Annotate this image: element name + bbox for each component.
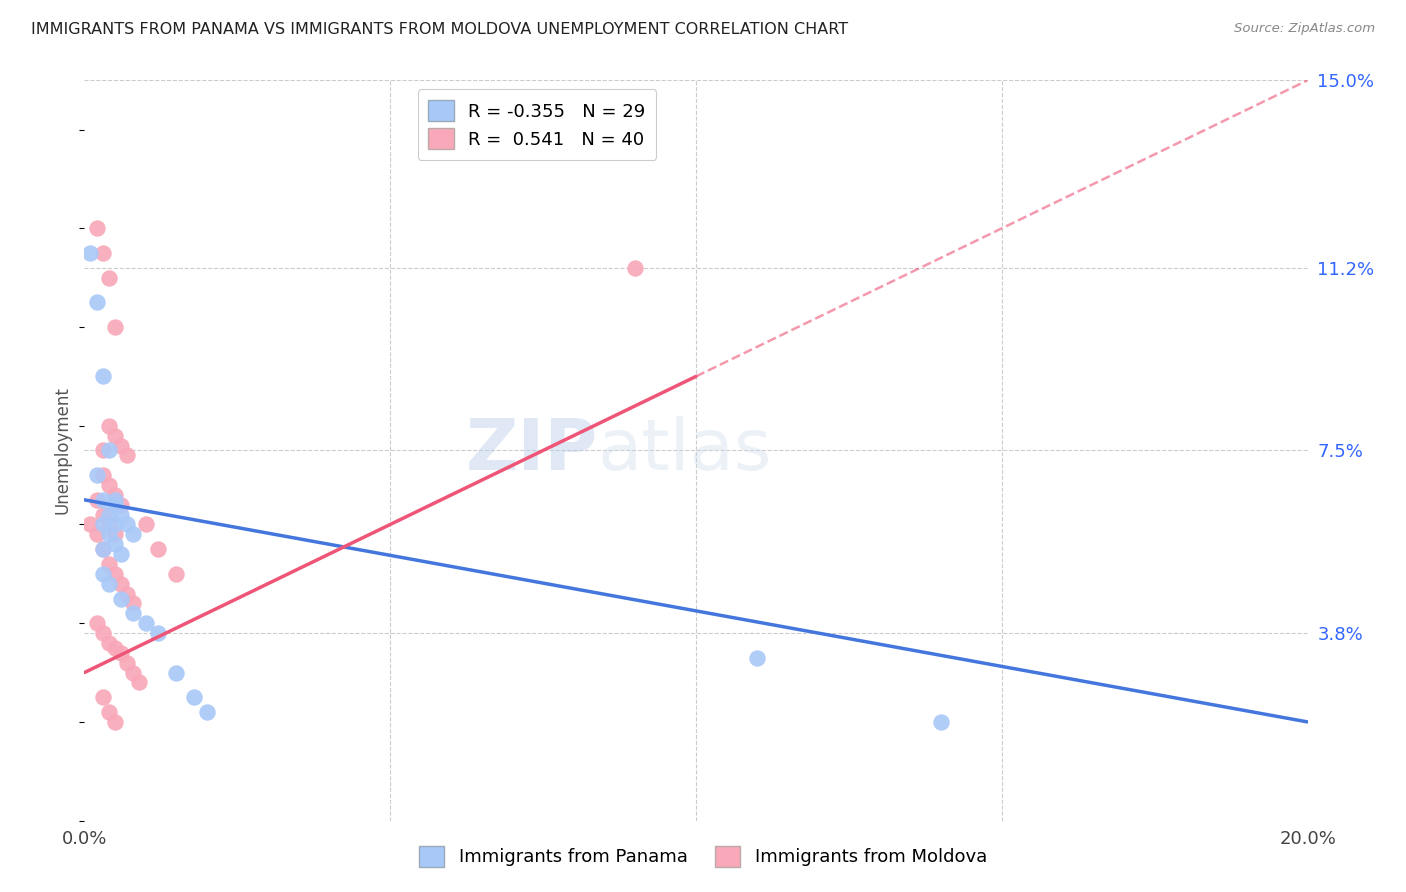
Point <box>86 492 108 507</box>
Point <box>146 626 169 640</box>
Point <box>91 566 114 581</box>
Point <box>97 478 120 492</box>
Point <box>115 449 138 463</box>
Point <box>79 246 101 260</box>
Point <box>104 492 127 507</box>
Point <box>86 527 108 541</box>
Point <box>110 646 132 660</box>
Text: atlas: atlas <box>598 416 772 485</box>
Point <box>97 705 120 719</box>
Point <box>97 527 120 541</box>
Point <box>97 557 120 571</box>
Text: IMMIGRANTS FROM PANAMA VS IMMIGRANTS FROM MOLDOVA UNEMPLOYMENT CORRELATION CHART: IMMIGRANTS FROM PANAMA VS IMMIGRANTS FRO… <box>31 22 848 37</box>
Point <box>91 492 114 507</box>
Point <box>97 443 120 458</box>
Point <box>91 508 114 522</box>
Point <box>91 690 114 705</box>
Point <box>91 468 114 483</box>
Point <box>110 547 132 561</box>
Point <box>104 527 127 541</box>
Point <box>97 418 120 433</box>
Point <box>91 246 114 260</box>
Legend: R = -0.355   N = 29, R =  0.541   N = 40: R = -0.355 N = 29, R = 0.541 N = 40 <box>418 89 657 160</box>
Point <box>79 517 101 532</box>
Point <box>97 636 120 650</box>
Point <box>91 542 114 557</box>
Point <box>104 640 127 655</box>
Point <box>110 498 132 512</box>
Point <box>91 369 114 384</box>
Point <box>104 566 127 581</box>
Point <box>115 586 138 600</box>
Point <box>104 428 127 442</box>
Point <box>128 675 150 690</box>
Text: ZIP: ZIP <box>465 416 598 485</box>
Point <box>135 616 157 631</box>
Point <box>86 616 108 631</box>
Point <box>86 295 108 310</box>
Point <box>91 542 114 557</box>
Point <box>91 517 114 532</box>
Point <box>110 591 132 606</box>
Point <box>97 270 120 285</box>
Point <box>97 576 120 591</box>
Point <box>110 576 132 591</box>
Text: Source: ZipAtlas.com: Source: ZipAtlas.com <box>1234 22 1375 36</box>
Point <box>104 714 127 729</box>
Point <box>122 665 145 680</box>
Y-axis label: Unemployment: Unemployment <box>53 386 72 515</box>
Point <box>122 527 145 541</box>
Point <box>165 566 187 581</box>
Point <box>91 626 114 640</box>
Point <box>97 508 120 522</box>
Point <box>97 517 120 532</box>
Point <box>115 656 138 670</box>
Point <box>624 260 647 275</box>
Point <box>110 438 132 452</box>
Point <box>146 542 169 557</box>
Point <box>747 650 769 665</box>
Point <box>91 443 114 458</box>
Point <box>183 690 205 705</box>
Point <box>110 508 132 522</box>
Point <box>86 468 108 483</box>
Point <box>115 517 138 532</box>
Point <box>929 714 952 729</box>
Point <box>104 498 127 512</box>
Point <box>86 221 108 235</box>
Point <box>104 488 127 502</box>
Point <box>165 665 187 680</box>
Point <box>195 705 218 719</box>
Point <box>104 517 127 532</box>
Point <box>135 517 157 532</box>
Legend: Immigrants from Panama, Immigrants from Moldova: Immigrants from Panama, Immigrants from … <box>412 838 994 874</box>
Point <box>104 320 127 334</box>
Point <box>122 607 145 621</box>
Point <box>122 597 145 611</box>
Point <box>104 537 127 551</box>
